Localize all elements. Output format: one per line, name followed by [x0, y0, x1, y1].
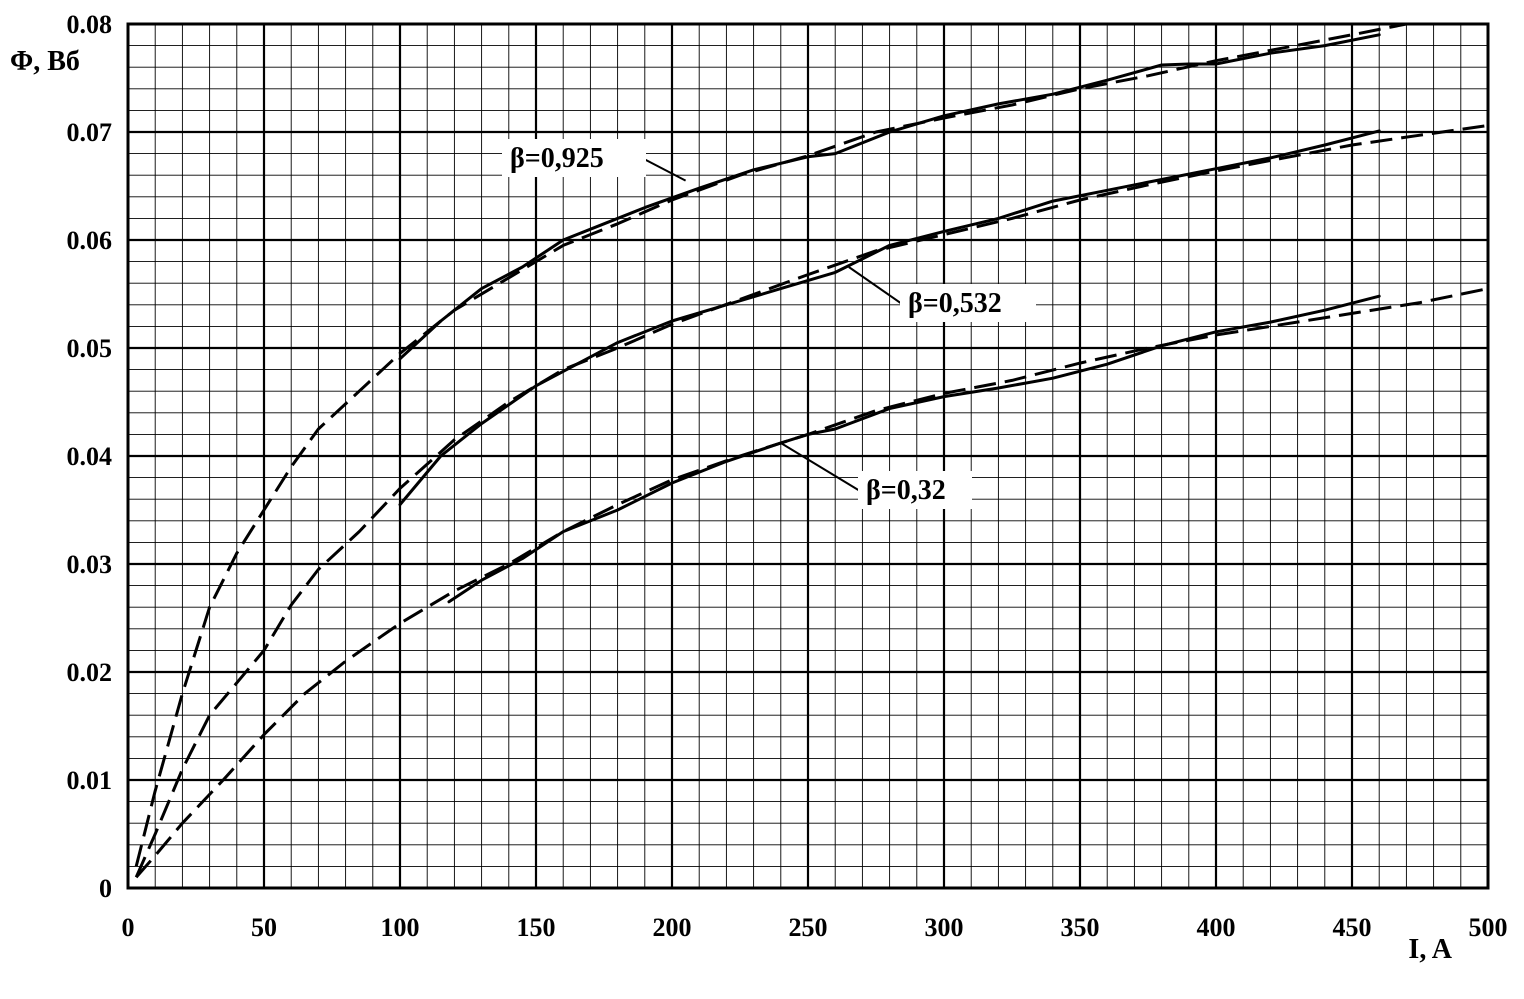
x-tick-label: 150 — [517, 913, 556, 942]
x-tick-label: 50 — [251, 913, 277, 942]
x-tick-label: 100 — [381, 913, 420, 942]
y-tick-label: 0.02 — [67, 658, 113, 687]
annotation-layer: β=0,925 β=0,532 β=0,32 — [502, 139, 1036, 509]
x-tick-label: 300 — [925, 913, 964, 942]
x-tick-label: 400 — [1197, 913, 1236, 942]
y-tick-label: 0.01 — [67, 766, 113, 795]
x-tick-label: 250 — [789, 913, 828, 942]
series-line-1-solid — [398, 33, 1381, 361]
y-tick-label: 0.04 — [67, 442, 113, 471]
x-axis-label: I, A — [1408, 934, 1452, 965]
annotation-label: β=0,532 — [908, 288, 1002, 319]
x-tick-label: 200 — [653, 913, 692, 942]
series-line-5-solid — [447, 294, 1381, 604]
annotation-label-bg — [900, 284, 1036, 322]
annotation-label-bg — [858, 471, 972, 509]
x-tick-label: 500 — [1469, 913, 1508, 942]
major-grid — [126, 22, 1490, 890]
x-tick-label: 0 — [122, 913, 135, 942]
y-tick-labels: 0 0.01 0.02 0.03 0.04 0.05 0.06 0.07 0.08 — [67, 10, 113, 903]
y-tick-label: 0.08 — [67, 10, 113, 39]
series-layer — [134, 22, 1489, 879]
series-line-2-dashed — [134, 22, 1407, 867]
x-tick-labels: 0 50 100 150 200 250 300 350 400 450 500 — [122, 913, 1508, 942]
x-tick-label: 450 — [1333, 913, 1372, 942]
y-tick-label: 0.07 — [67, 118, 113, 147]
y-tick-label: 0.05 — [67, 334, 113, 363]
x-tick-label: 350 — [1061, 913, 1100, 942]
annotation-leader-line — [643, 158, 687, 182]
y-axis-label: Φ, Вб — [10, 46, 80, 77]
annotation-leaders — [643, 158, 903, 492]
series-line-6-dashed — [135, 287, 1489, 879]
y-tick-label: 0 — [99, 874, 112, 903]
y-tick-label: 0.06 — [67, 226, 113, 255]
annotation-label: β=0,925 — [510, 143, 604, 174]
annotation-label: β=0,32 — [866, 475, 946, 506]
annotation-leader-line — [780, 442, 861, 492]
y-tick-label: 0.03 — [67, 550, 113, 579]
plot-frame — [126, 22, 1490, 890]
annotation-leader-line — [848, 266, 903, 305]
annotation-label-bg — [502, 139, 646, 177]
series-line-4-dashed — [134, 124, 1489, 878]
